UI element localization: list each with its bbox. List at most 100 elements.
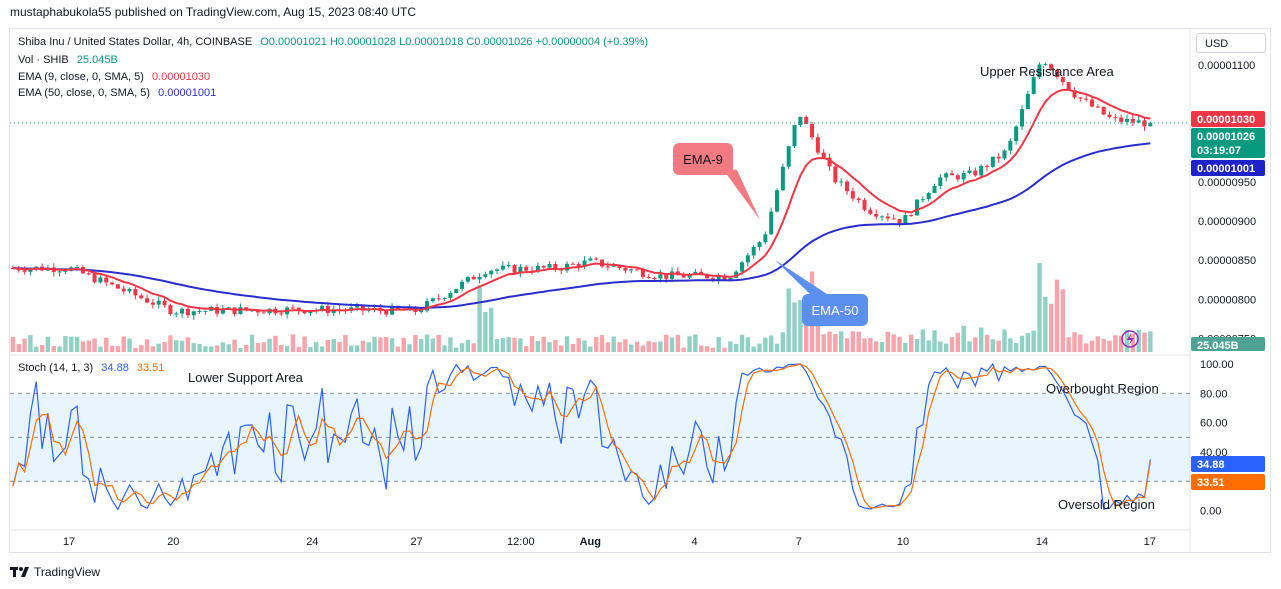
ema9-callout xyxy=(673,143,733,175)
stoch-legend: Stoch (14, 1, 3) 34.88 33.51 xyxy=(18,362,164,374)
tradingview-logo-icon xyxy=(10,567,29,577)
volume-bar xyxy=(588,346,593,352)
volume-bar xyxy=(938,341,943,352)
volume-bar xyxy=(1095,336,1101,352)
volume-bar xyxy=(471,343,476,352)
ema9-callout-text: EMA-9 xyxy=(683,152,723,167)
stoch-axis-label: 80.00 xyxy=(1200,388,1228,400)
volume-bar xyxy=(716,336,721,352)
candle-body xyxy=(75,266,80,268)
candle-body xyxy=(973,170,978,176)
volume-bar xyxy=(168,335,173,352)
candle-body xyxy=(990,156,995,167)
candle-body xyxy=(553,264,558,270)
candle-body xyxy=(296,307,301,311)
volume-bar xyxy=(384,336,389,352)
candle-body xyxy=(156,300,161,305)
volume-bar xyxy=(757,343,762,352)
candle-body xyxy=(168,305,173,315)
volume-bar xyxy=(343,335,348,352)
stoch-axis-label: 0.00 xyxy=(1200,506,1221,518)
candle-body xyxy=(985,165,990,167)
chart-frame[interactable] xyxy=(9,28,1271,553)
volume-bar xyxy=(524,346,529,352)
publish-caption: mustaphabukola55 published on TradingVie… xyxy=(10,5,417,19)
volume-bar xyxy=(594,337,599,352)
volume-bar xyxy=(885,331,891,352)
ema50-value: 0.00001001 xyxy=(158,87,217,99)
volume-bar xyxy=(1107,340,1112,352)
volume-badge xyxy=(1191,337,1265,351)
candle-body xyxy=(139,295,144,299)
volume-bar xyxy=(891,334,896,352)
volume-bar xyxy=(728,341,733,352)
currency-button[interactable]: USD xyxy=(1196,33,1266,53)
volume-bar xyxy=(582,340,587,352)
volume-bar xyxy=(926,340,931,352)
candle-body xyxy=(582,260,587,268)
volume-bar xyxy=(1136,329,1141,352)
volume-bar xyxy=(722,347,727,352)
candle-body xyxy=(769,211,774,235)
volume-bar xyxy=(331,339,336,352)
volume-bar xyxy=(827,331,832,352)
candle-body xyxy=(588,258,593,261)
ema9-value: 0.00001030 xyxy=(152,71,211,83)
volume-bar xyxy=(967,341,972,352)
volume-bar xyxy=(261,342,266,352)
candle-body xyxy=(145,298,150,303)
ema50-callout xyxy=(802,294,868,326)
volume-bar xyxy=(249,334,255,352)
candle-body xyxy=(320,305,325,311)
volume-bar xyxy=(337,341,342,352)
volume-bar xyxy=(693,334,698,352)
volume-bar xyxy=(63,336,68,352)
volume-bar xyxy=(413,334,418,352)
volume-bar xyxy=(57,346,62,352)
volume-bar xyxy=(512,337,517,352)
candle-body xyxy=(880,216,885,218)
candle-body xyxy=(926,192,931,200)
stoch-d-badge xyxy=(1191,474,1265,490)
volume-bar xyxy=(255,343,261,352)
candle-body xyxy=(150,302,155,305)
volume-bar xyxy=(454,347,459,352)
candle-body xyxy=(308,311,313,314)
candle-body xyxy=(1142,120,1147,127)
candle-body xyxy=(360,305,365,311)
volume-bar xyxy=(984,334,990,352)
ema9-line xyxy=(12,88,1151,313)
candle-body xyxy=(436,298,441,300)
candle-body xyxy=(955,175,960,180)
candle-body xyxy=(1072,90,1077,98)
volume-bar xyxy=(844,338,850,352)
volume-bar xyxy=(868,337,873,352)
volume-bar xyxy=(943,343,949,352)
candle-body xyxy=(110,282,115,285)
candle-body xyxy=(944,173,949,178)
candle-body xyxy=(996,156,1001,159)
volume-bar xyxy=(115,346,121,352)
time-axis-label: Aug xyxy=(580,536,601,548)
candle-body xyxy=(1101,106,1106,115)
volume-bar xyxy=(419,339,424,352)
volume-bar xyxy=(821,334,826,352)
candle-body xyxy=(547,264,552,268)
volume-bar xyxy=(1101,338,1106,352)
volume-bar xyxy=(547,342,552,352)
candle-body xyxy=(483,274,488,277)
lightning-icon xyxy=(1127,333,1134,345)
volume-bar xyxy=(459,343,465,352)
candle-body xyxy=(699,271,704,275)
volume-bar xyxy=(961,325,966,352)
candle-body xyxy=(1095,106,1100,108)
volume-bar xyxy=(1037,263,1042,352)
candle-body xyxy=(325,305,330,314)
volume-bar xyxy=(1083,343,1089,352)
last-price-badge-text: 0.00001026 xyxy=(1197,131,1255,143)
volume-bar xyxy=(733,343,739,352)
candle-body xyxy=(384,310,389,315)
volume-bar xyxy=(465,339,471,352)
candle-body xyxy=(617,265,622,269)
